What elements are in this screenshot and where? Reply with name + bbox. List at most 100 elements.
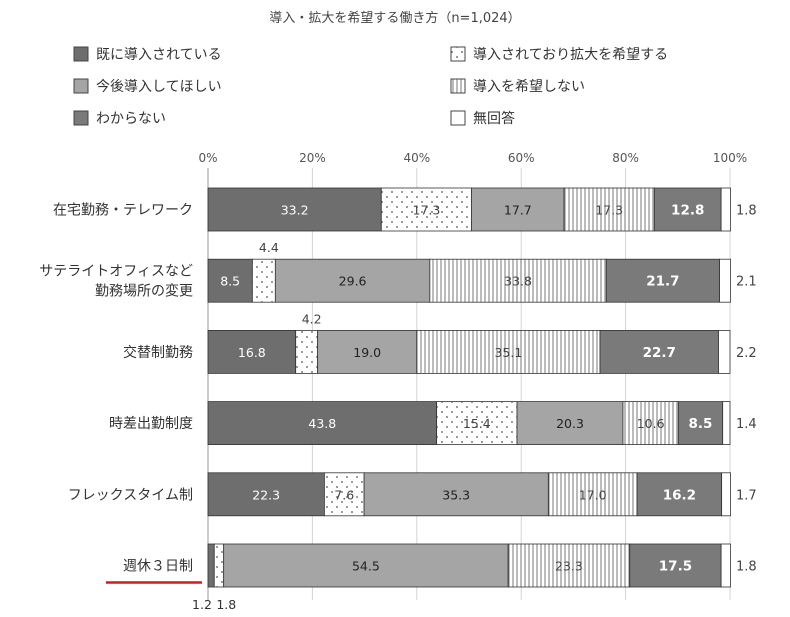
data-label: 1.2 (192, 597, 212, 612)
legend-item: 今後導入してほしい (73, 78, 222, 95)
legend-item: わからない (73, 110, 166, 127)
data-label: 17.3 (595, 203, 623, 218)
category-label: 在宅勤務・テレワーク (53, 203, 193, 219)
category-label-line: 勤務場所の変更 (95, 283, 193, 300)
bar-segment (416, 329, 601, 374)
data-label: 2.1 (736, 275, 757, 290)
bar-segment (207, 543, 215, 588)
bar-segment (599, 329, 719, 374)
bar-segment (223, 543, 509, 588)
bar-segment (295, 329, 319, 374)
legend-swatch (450, 78, 466, 94)
data-label: 7.6 (334, 487, 354, 502)
category-label-line: 交替制勤務 (123, 344, 193, 361)
data-label: 4.4 (259, 240, 279, 255)
bar-segment (471, 187, 565, 232)
category-label-line: 週休３日制 (123, 559, 193, 575)
bar-row: 33.2 17.3 17.7 17.3 12.8 1.8 (207, 187, 757, 232)
bar-segment (213, 543, 225, 588)
legend-item: 導入を希望しない (450, 78, 585, 95)
bar-segment (622, 401, 679, 446)
category-label: フレックスタイム制 (68, 487, 193, 503)
data-label: 1.4 (736, 417, 757, 432)
data-label: 23.3 (555, 559, 583, 574)
data-label: 15.4 (463, 416, 491, 431)
data-label: 8.5 (220, 274, 240, 289)
x-tick-label: 60% (508, 151, 535, 165)
data-label: 2.2 (736, 346, 757, 361)
bar-row: 1.2 1.8 54.5 23.3 17.5 1.8 (192, 543, 757, 612)
bar-segment (324, 472, 365, 517)
data-label: 17.5 (659, 559, 692, 575)
bar-segment (207, 258, 253, 303)
bar-segment (720, 543, 731, 588)
data-label: 1.8 (736, 560, 757, 575)
category-label: 交替制勤務 (123, 344, 193, 361)
legend-label: 今後導入してほしい (96, 79, 222, 95)
data-label: 22.3 (252, 487, 280, 502)
category-label-line: サテライトオフィスなど (39, 264, 193, 280)
x-tick-label: 40% (403, 151, 430, 165)
grid (207, 168, 731, 600)
category-label: 週休３日制 (106, 559, 202, 584)
legend-label: 既に導入されている (96, 47, 222, 63)
data-label: 17.0 (579, 487, 607, 502)
data-label: 29.6 (339, 274, 367, 289)
bar-segment (605, 258, 720, 303)
bar-segment (719, 258, 731, 303)
data-label: 17.3 (413, 203, 441, 218)
bar-segment (722, 401, 731, 446)
data-label: 19.0 (353, 345, 381, 360)
data-label: 1.8 (216, 597, 236, 612)
bar-segment (516, 401, 624, 446)
legend-label: わからない (96, 111, 166, 127)
bar-segment (207, 187, 382, 232)
category-labels: 在宅勤務・テレワークサテライトオフィスなど勤務場所の変更交替制勤務時差出勤制度フ… (39, 203, 202, 584)
data-label: 22.7 (643, 345, 676, 361)
bar-segment (718, 329, 731, 374)
bar-row: 22.3 7.6 35.3 17.0 16.2 1.7 (207, 472, 757, 517)
data-label: 35.1 (494, 345, 522, 360)
legend-swatch (73, 110, 89, 126)
data-label: 16.2 (663, 487, 696, 503)
x-tick-label: 80% (612, 151, 639, 165)
bar-segment (629, 543, 722, 588)
data-label: 10.6 (637, 416, 665, 431)
bar-row: 43.8 15.4 20.3 10.6 8.5 1.4 (207, 401, 757, 446)
category-label: 時差出勤制度 (109, 416, 193, 432)
data-label: 8.5 (689, 416, 713, 432)
bar-segment (380, 187, 473, 232)
legend-swatch (450, 46, 466, 62)
bar-segment (507, 543, 631, 588)
data-label: 33.8 (504, 274, 532, 289)
bar-segment (563, 187, 655, 232)
bar-segment (721, 472, 731, 517)
data-label: 35.3 (442, 487, 470, 502)
legend-item: 導入されており拡大を希望する (450, 46, 668, 63)
bar-segment (653, 187, 722, 232)
legend-swatch (450, 110, 466, 126)
category-label-line: 在宅勤務・テレワーク (53, 203, 193, 219)
data-label: 54.5 (352, 559, 380, 574)
bar-segment (363, 472, 549, 517)
data-label: 17.7 (504, 203, 532, 218)
data-label: 20.3 (556, 416, 584, 431)
bar-segment (720, 187, 731, 232)
legend-label: 導入を希望しない (473, 79, 585, 95)
bar-segment (547, 472, 638, 517)
data-label: 4.2 (302, 311, 322, 326)
x-tick-label: 20% (299, 151, 326, 165)
legend-label: 無回答 (473, 110, 515, 127)
x-axis-ticks: 0% 20% 40% 60% 80% 100% (198, 151, 747, 165)
bar-row: 8.5 4.4 29.6 33.8 21.7 2.1 (207, 240, 757, 303)
data-label: 43.8 (308, 416, 336, 431)
data-label: 16.8 (238, 345, 266, 360)
legend-swatch (73, 78, 89, 94)
legend-label: 導入されており拡大を希望する (473, 47, 668, 63)
bar-segment (207, 472, 325, 517)
bar-segment (207, 401, 438, 446)
bar-segment (317, 329, 418, 374)
